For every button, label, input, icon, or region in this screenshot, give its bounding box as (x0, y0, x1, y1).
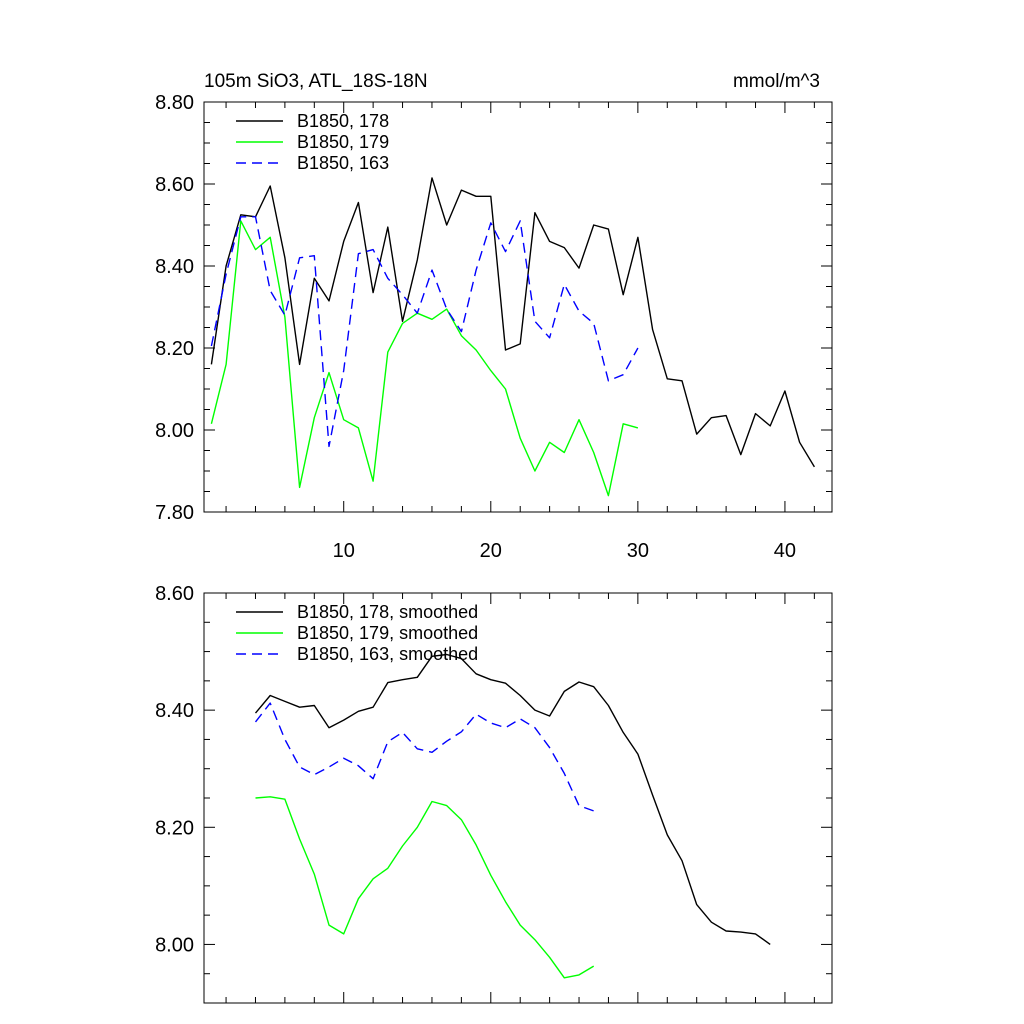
x-tick-label: 20 (480, 540, 502, 562)
legend-label: B1850, 163, smoothed (297, 644, 478, 664)
series-line-0 (254, 653, 771, 945)
legend-label: B1850, 178, smoothed (297, 602, 478, 622)
legend-label: B1850, 163 (297, 153, 389, 173)
series-line-2 (254, 702, 594, 812)
series-line-2 (210, 216, 639, 448)
y-tick-label: 8.40 (155, 700, 194, 722)
series-line-1 (255, 796, 595, 979)
y-tick-label: 8.00 (155, 934, 194, 956)
legend-label: B1850, 179 (297, 132, 389, 152)
y-tick-label: 8.80 (155, 92, 194, 114)
y-tick-label: 8.40 (155, 256, 194, 278)
y-tick-label: 8.60 (155, 583, 194, 605)
x-tick-label: 30 (627, 540, 649, 562)
legend-label: B1850, 178 (297, 111, 389, 131)
top-panel: 7.80 8.00 8.20 8.40 8.60 8.80 10 20 30 40 B1850, 1… (155, 92, 833, 562)
x-tick-label: 40 (774, 540, 796, 562)
units-label: mmol/m^3 (733, 71, 820, 92)
legend-label: B1850, 179, smoothed (297, 623, 478, 643)
y-tick-label: 8.20 (155, 817, 194, 839)
y-tick-label: 7.80 (155, 502, 194, 524)
y-tick-label: 8.60 (155, 174, 194, 196)
series-line-1 (210, 220, 639, 497)
y-tick-label: 8.20 (155, 338, 194, 360)
series-line-0 (210, 177, 815, 468)
y-tick-label: 8.00 (155, 420, 194, 442)
x-tick-label: 10 (333, 540, 355, 562)
figure-title: 105m SiO3, ATL_18S-18N (204, 71, 428, 92)
